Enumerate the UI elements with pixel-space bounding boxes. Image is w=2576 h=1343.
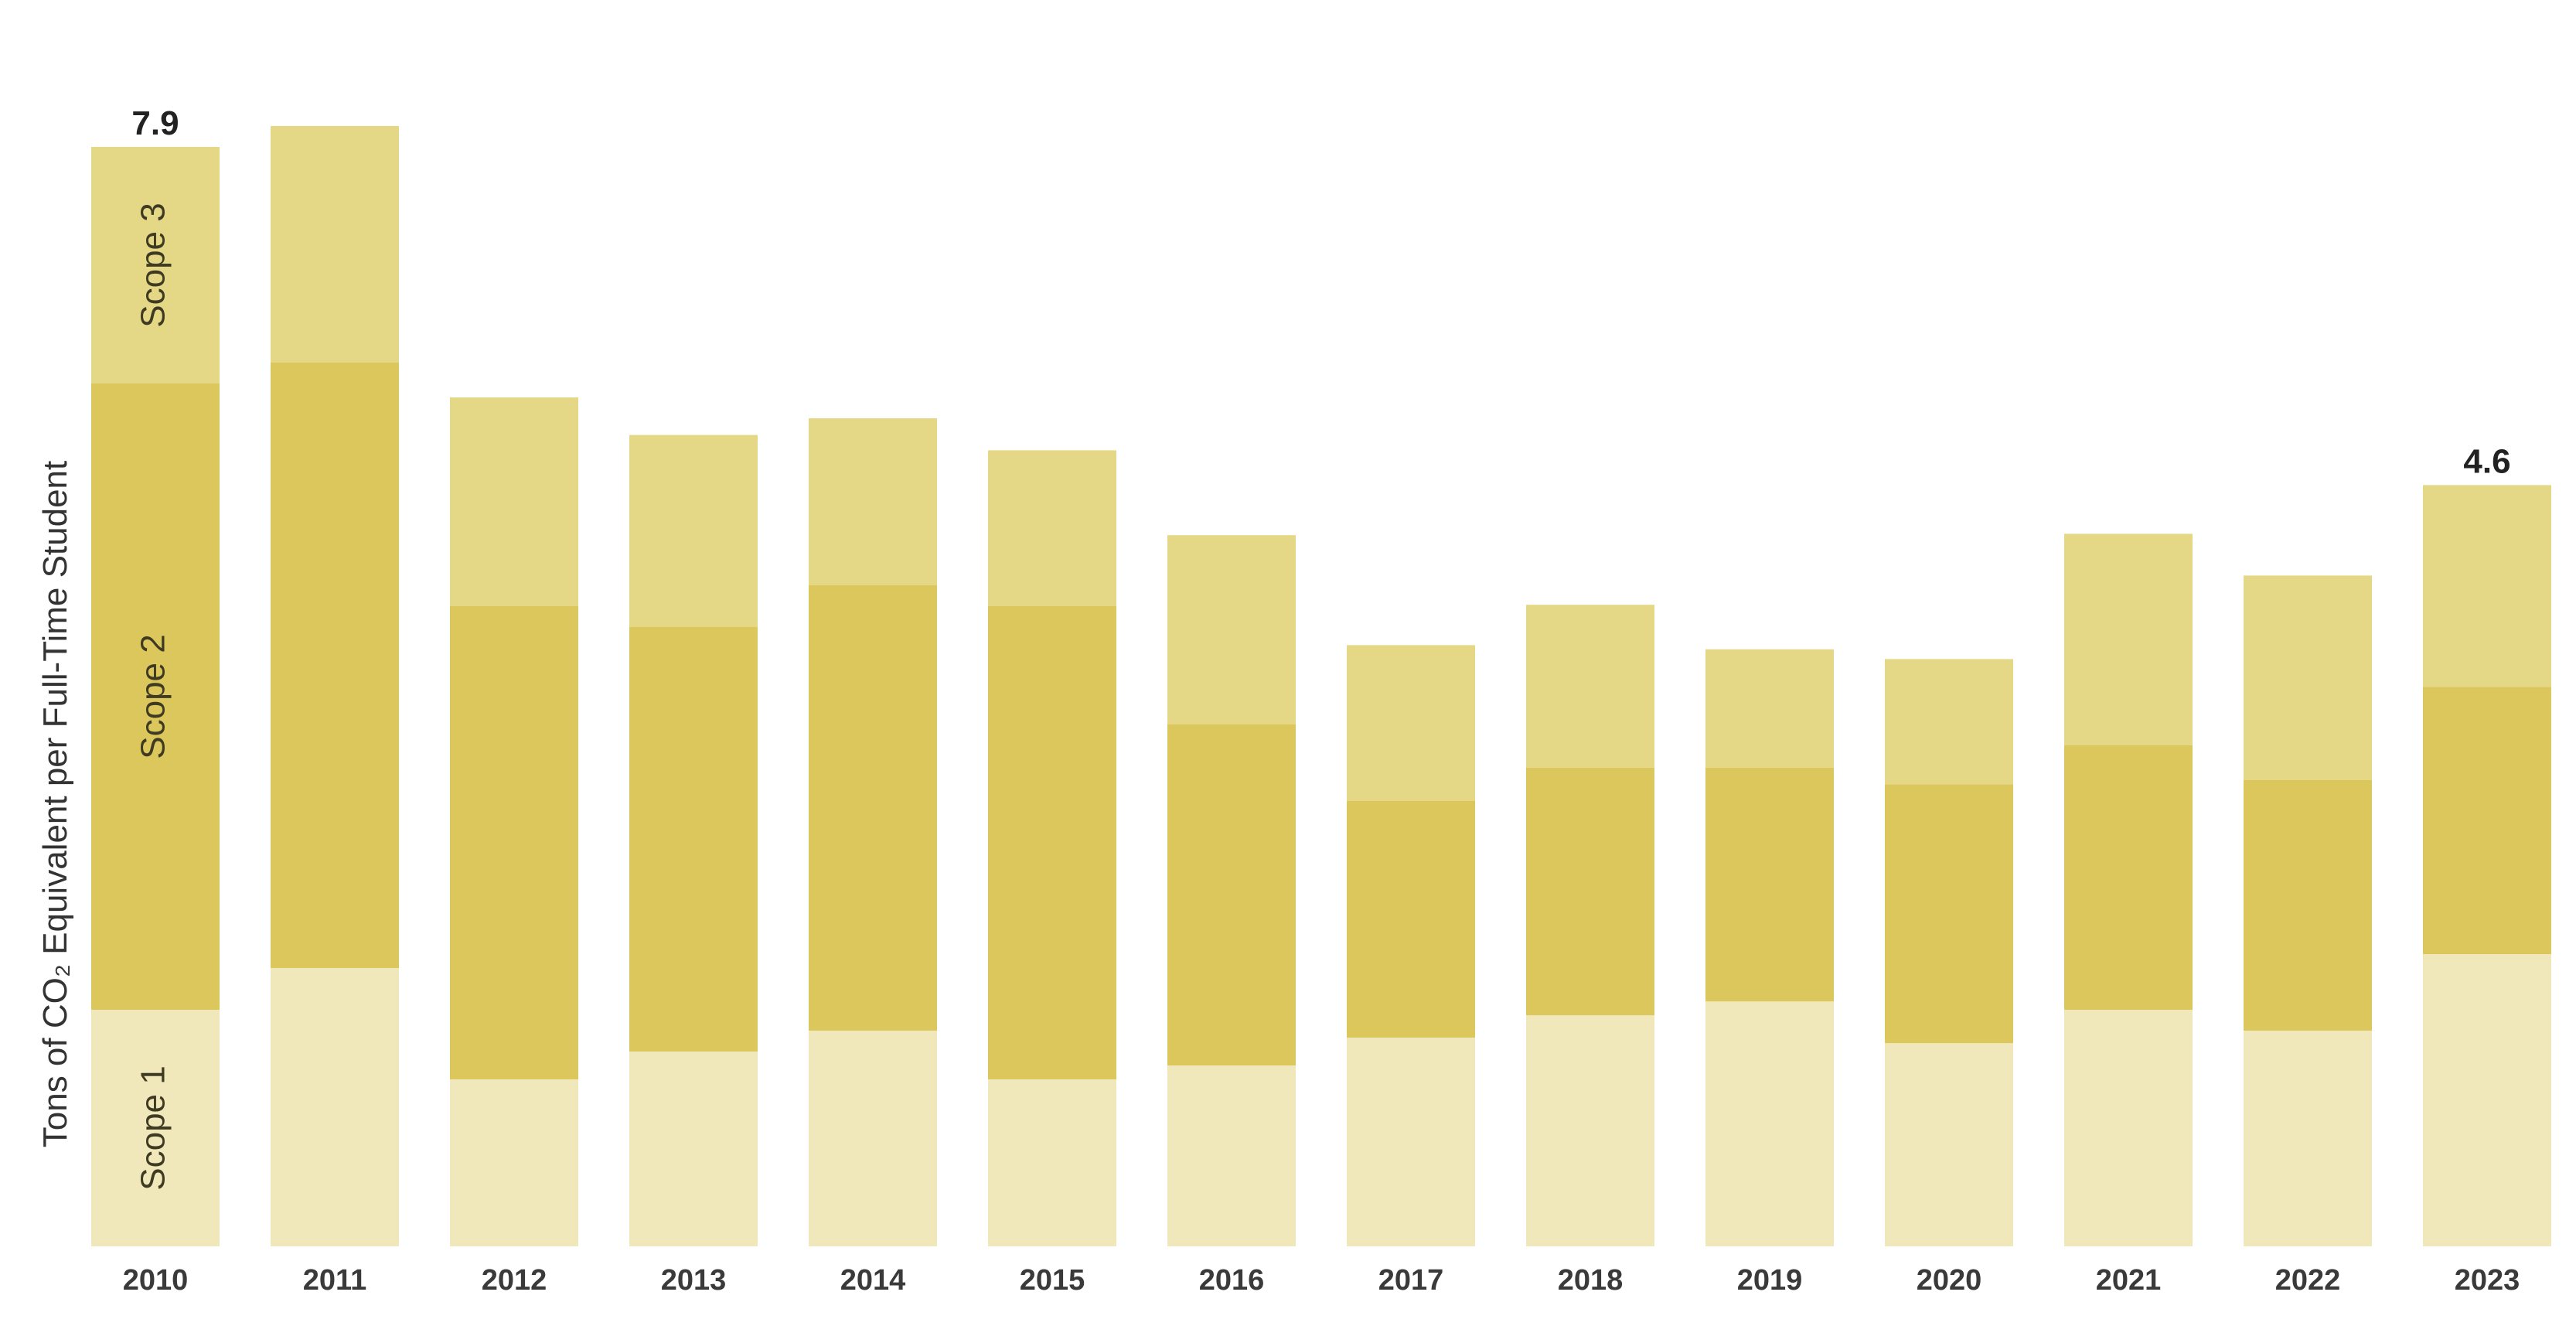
bar-segment-scope-2-2013 [629,627,758,1052]
bar-segment-scope-1-2017 [1347,1038,1475,1246]
bar-segment-scope-1-2018 [1526,1015,1654,1246]
bar-segment-scope-3-2011 [271,126,399,363]
bar-segment-scope-3-2021 [2064,533,2193,745]
bar-segment-scope-1-2015 [988,1079,1116,1246]
bar-segment-scope-1-2022 [2244,1031,2372,1246]
x-tick-label-2022: 2022 [2275,1264,2341,1297]
bar-segment-scope-1-2014 [809,1031,937,1246]
bar-segment-scope-3-2013 [629,435,758,627]
labels-layer: Scope 1 Scope 2 Scope 3 2010 7.9 2011 2012 2013… [123,104,2520,1297]
bar-segment-scope-1-2020 [1885,1043,2013,1246]
bar-segment-scope-3-2020 [1885,659,2013,785]
bar-segment-scope-2-2016 [1167,724,1296,1065]
bar-segment-scope-1-2023 [2423,954,2551,1246]
bar-segment-scope-2-2018 [1526,767,1654,1016]
x-tick-label-2015: 2015 [1020,1264,1085,1297]
bar-segment-scope-1-2011 [271,968,399,1246]
bar-segment-scope-2-2021 [2064,745,2193,1010]
x-tick-label-2021: 2021 [2096,1264,2162,1297]
x-tick-label-2023: 2023 [2455,1264,2520,1297]
bar-segment-scope-2-2012 [450,606,578,1079]
bar-segment-scope-1-2012 [450,1079,578,1246]
y-axis-title: Tons of CO₂ Equivalent per Full-Time Stu… [36,461,74,1148]
bar-segment-scope-1-2019 [1705,1001,1834,1246]
bar-segment-scope-2-2014 [809,585,937,1031]
series-label-scope-3: Scope 3 [135,203,172,327]
bar-segment-scope-2-2023 [2423,687,2551,954]
x-tick-label-2020: 2020 [1917,1264,1982,1297]
bar-segment-scope-2-2022 [2244,780,2372,1031]
x-tick-label-2016: 2016 [1199,1264,1265,1297]
bar-segment-scope-2-2010 [91,383,220,1010]
bar-segment-scope-3-2014 [809,418,937,585]
bar-segment-scope-2-2017 [1347,801,1475,1038]
bar-segment-scope-2-2019 [1705,767,1834,1002]
x-tick-label-2012: 2012 [482,1264,547,1297]
x-tick-label-2013: 2013 [661,1264,727,1297]
bar-segment-scope-1-2016 [1167,1065,1296,1246]
bar-segment-scope-1-2010 [91,1010,220,1246]
bar-segment-scope-1-2013 [629,1052,758,1246]
x-tick-label-2019: 2019 [1737,1264,1803,1297]
bar-segment-scope-3-2016 [1167,535,1296,724]
data-label-2023: 4.6 [2463,442,2510,480]
x-tick-label-2017: 2017 [1378,1264,1444,1297]
bar-segment-scope-1-2021 [2064,1010,2193,1246]
x-tick-label-2018: 2018 [1558,1264,1624,1297]
bar-segment-scope-3-2017 [1347,645,1475,801]
bar-segment-scope-2-2011 [271,363,399,968]
series-label-scope-2: Scope 2 [135,634,172,758]
data-label-2010: 7.9 [131,104,179,142]
bar-segment-scope-2-2020 [1885,784,2013,1044]
bar-segment-scope-3-2015 [988,450,1116,606]
bar-segment-scope-3-2023 [2423,485,2551,687]
bar-segment-scope-3-2010 [91,147,220,383]
bar-segment-scope-2-2015 [988,606,1116,1079]
x-tick-label-2014: 2014 [840,1264,906,1297]
bar-segment-scope-3-2022 [2244,575,2372,780]
x-tick-label-2011: 2011 [303,1264,366,1297]
x-tick-label-2010: 2010 [123,1264,189,1297]
bar-segment-scope-3-2019 [1705,649,1834,768]
bar-segment-scope-3-2012 [450,397,578,606]
series-label-scope-1: Scope 1 [135,1065,172,1190]
bar-segment-scope-3-2018 [1526,605,1654,768]
bars-layer [91,126,2551,1246]
